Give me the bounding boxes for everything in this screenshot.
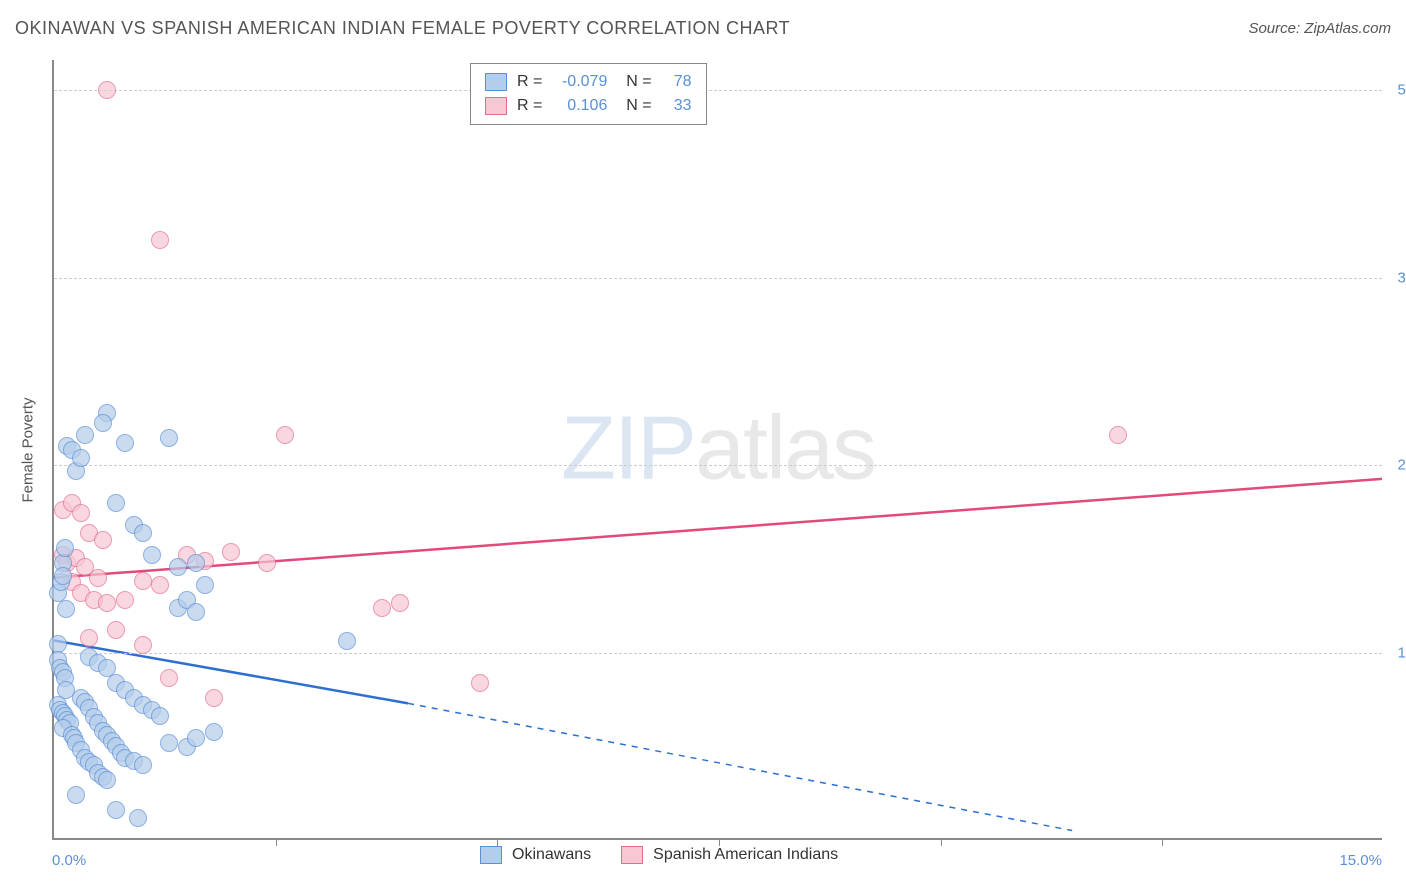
point-okinawans bbox=[57, 600, 75, 618]
x-tick bbox=[941, 838, 942, 846]
point-spanish bbox=[471, 674, 489, 692]
y-tick-label: 50.0% bbox=[1397, 82, 1406, 99]
swatch-okinawans-bottom bbox=[480, 846, 502, 864]
x-tick bbox=[1162, 838, 1163, 846]
legend-item-okinawans: Okinawans bbox=[480, 846, 591, 864]
x-tick bbox=[719, 838, 720, 846]
plot-area: ZIPatlas 12.5%25.0%37.5%50.0% bbox=[52, 60, 1382, 840]
legend-label-okinawans: Okinawans bbox=[512, 846, 591, 864]
source-label: Source: ZipAtlas.com bbox=[1248, 20, 1391, 37]
swatch-okinawans bbox=[485, 73, 507, 91]
point-spanish bbox=[94, 531, 112, 549]
point-okinawans bbox=[134, 524, 152, 542]
gridline bbox=[54, 278, 1382, 279]
point-spanish bbox=[160, 669, 178, 687]
point-spanish bbox=[276, 426, 294, 444]
point-okinawans bbox=[151, 707, 169, 725]
point-spanish bbox=[98, 81, 116, 99]
point-okinawans bbox=[107, 494, 125, 512]
swatch-spanish-bottom bbox=[621, 846, 643, 864]
r-okinawans: -0.079 bbox=[552, 70, 607, 94]
point-okinawans bbox=[49, 635, 67, 653]
point-okinawans bbox=[67, 786, 85, 804]
point-okinawans bbox=[134, 756, 152, 774]
point-spanish bbox=[89, 569, 107, 587]
y-tick-label: 37.5% bbox=[1397, 269, 1406, 286]
legend-row-okinawans: R = -0.079 N = 78 bbox=[485, 70, 692, 94]
legend-label-spanish: Spanish American Indians bbox=[653, 846, 838, 864]
point-okinawans bbox=[94, 414, 112, 432]
chart-title: OKINAWAN VS SPANISH AMERICAN INDIAN FEMA… bbox=[15, 18, 790, 39]
point-spanish bbox=[72, 504, 90, 522]
n-spanish: 33 bbox=[662, 94, 692, 118]
point-okinawans bbox=[98, 771, 116, 789]
legend-row-spanish: R = 0.106 N = 33 bbox=[485, 94, 692, 118]
point-okinawans bbox=[116, 434, 134, 452]
point-spanish bbox=[80, 629, 98, 647]
y-tick-label: 12.5% bbox=[1397, 644, 1406, 661]
point-okinawans bbox=[107, 801, 125, 819]
gridline bbox=[54, 465, 1382, 466]
x-tick bbox=[497, 838, 498, 846]
point-okinawans bbox=[205, 723, 223, 741]
r-spanish: 0.106 bbox=[552, 94, 607, 118]
watermark: ZIPatlas bbox=[561, 398, 875, 501]
point-spanish bbox=[391, 594, 409, 612]
header: OKINAWAN VS SPANISH AMERICAN INDIAN FEMA… bbox=[15, 18, 1391, 39]
point-spanish bbox=[373, 599, 391, 617]
point-okinawans bbox=[56, 539, 74, 557]
trend-lines bbox=[54, 60, 1382, 838]
point-okinawans bbox=[196, 576, 214, 594]
legend-item-spanish: Spanish American Indians bbox=[621, 846, 838, 864]
point-okinawans bbox=[160, 429, 178, 447]
watermark-bold: ZIP bbox=[561, 399, 695, 499]
point-spanish bbox=[258, 554, 276, 572]
point-spanish bbox=[151, 231, 169, 249]
x-tick bbox=[276, 838, 277, 846]
point-spanish bbox=[222, 543, 240, 561]
point-okinawans bbox=[338, 632, 356, 650]
swatch-spanish bbox=[485, 97, 507, 115]
point-spanish bbox=[1109, 426, 1127, 444]
point-okinawans bbox=[76, 426, 94, 444]
watermark-light: atlas bbox=[695, 399, 875, 499]
y-tick-label: 25.0% bbox=[1397, 457, 1406, 474]
point-spanish bbox=[116, 591, 134, 609]
gridline bbox=[54, 90, 1382, 91]
x-min-label: 0.0% bbox=[52, 852, 86, 869]
point-spanish bbox=[98, 594, 116, 612]
point-okinawans bbox=[72, 449, 90, 467]
point-spanish bbox=[107, 621, 125, 639]
point-okinawans bbox=[187, 554, 205, 572]
point-spanish bbox=[205, 689, 223, 707]
n-okinawans: 78 bbox=[662, 70, 692, 94]
point-spanish bbox=[134, 636, 152, 654]
correlation-legend: R = -0.079 N = 78 R = 0.106 N = 33 bbox=[470, 63, 707, 125]
x-max-label: 15.0% bbox=[1339, 852, 1382, 869]
point-spanish bbox=[134, 572, 152, 590]
point-okinawans bbox=[187, 729, 205, 747]
point-okinawans bbox=[187, 603, 205, 621]
point-okinawans bbox=[143, 546, 161, 564]
y-axis-title: Female Poverty bbox=[20, 397, 37, 502]
point-okinawans bbox=[160, 734, 178, 752]
point-okinawans bbox=[129, 809, 147, 827]
point-okinawans bbox=[169, 558, 187, 576]
point-spanish bbox=[151, 576, 169, 594]
point-okinawans bbox=[54, 567, 72, 585]
gridline bbox=[54, 653, 1382, 654]
series-legend: Okinawans Spanish American Indians bbox=[480, 846, 838, 864]
